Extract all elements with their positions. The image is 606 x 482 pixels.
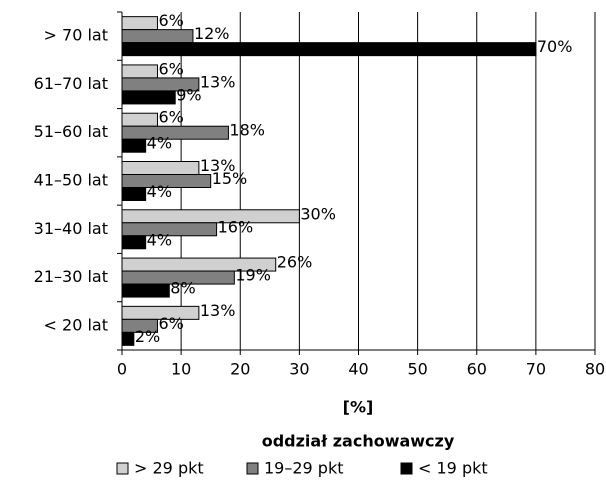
x-tick-label: 20 (230, 360, 250, 379)
bar (121, 305, 200, 320)
bar (121, 174, 212, 188)
bar (121, 318, 158, 333)
data-label: 6% (158, 59, 183, 78)
legend-swatch (246, 462, 259, 475)
data-label: 26% (277, 253, 313, 272)
bar (121, 270, 235, 285)
data-label: 4% (147, 182, 172, 201)
legend-swatch (400, 462, 413, 475)
legend-label: < 19 pkt (418, 459, 488, 478)
legend-swatch (116, 462, 129, 475)
data-label: 16% (218, 217, 254, 236)
data-label: 19% (235, 266, 271, 285)
legend-label: 19–29 pkt (264, 459, 344, 478)
bar (121, 138, 147, 153)
bar (121, 29, 194, 44)
bar (121, 222, 218, 237)
y-tick-label: 61–70 lat (34, 74, 108, 93)
data-label: 18% (229, 121, 265, 140)
data-label: 15% (212, 169, 248, 188)
bar (121, 209, 300, 224)
bar (121, 64, 158, 79)
bar (121, 331, 135, 346)
bar (121, 125, 229, 140)
legend-title: oddział zachowawczy (262, 432, 455, 451)
bar (121, 90, 176, 105)
data-label: 4% (147, 230, 172, 249)
bar (121, 42, 537, 57)
data-label: 8% (170, 279, 195, 298)
data-label: 4% (147, 134, 172, 153)
y-tick-label: 51–60 lat (34, 122, 108, 141)
y-tick-label: < 20 lat (44, 315, 108, 334)
y-tick-label: 21–30 lat (34, 267, 108, 286)
data-label: 6% (158, 108, 183, 127)
x-tick-label: 80 (585, 360, 605, 379)
x-axis-label: [%] (343, 398, 374, 417)
data-label: 6% (158, 11, 183, 30)
data-label: 70% (537, 37, 573, 56)
bar (121, 161, 200, 175)
data-label: 12% (194, 24, 230, 43)
data-label: 13% (200, 301, 236, 320)
x-tick-label: 40 (348, 360, 368, 379)
x-tick-label: 50 (407, 360, 427, 379)
data-label: 13% (200, 156, 236, 175)
data-label: 6% (158, 314, 183, 333)
bar (121, 187, 147, 201)
x-tick-label: 70 (526, 360, 546, 379)
bar (121, 16, 158, 31)
bar (121, 112, 158, 127)
data-label: 2% (135, 327, 160, 346)
y-tick-label: 31–40 lat (34, 219, 108, 238)
x-tick-label: 10 (171, 360, 191, 379)
data-label: 30% (300, 204, 336, 223)
y-tick-label: > 70 lat (44, 26, 108, 45)
x-tick-label: 30 (289, 360, 309, 379)
data-label: 9% (176, 85, 201, 104)
x-tick-label: 0 (117, 360, 127, 379)
bar (121, 235, 147, 250)
y-tick-label: 41–50 lat (34, 171, 108, 190)
legend-label: > 29 pkt (134, 459, 204, 478)
x-tick-label: 60 (467, 360, 487, 379)
data-label: 13% (200, 72, 236, 91)
bar (121, 283, 170, 298)
